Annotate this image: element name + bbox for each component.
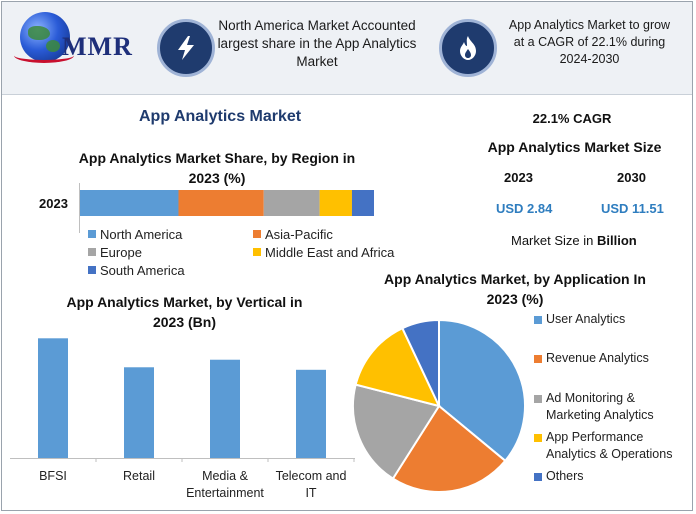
region-legend-item: North America: [88, 227, 182, 242]
region-legend-item: Asia-Pacific: [253, 227, 333, 242]
legend-label: Europe: [100, 245, 142, 260]
year-2030-label: 2030: [617, 170, 646, 185]
legend-swatch: [534, 434, 542, 442]
vertical-tick-label: Media & Entertainment: [175, 468, 275, 502]
region-chart-title: App Analytics Market Share, by Region in…: [78, 150, 356, 186]
region-segment-middle-east-and-africa: [319, 190, 352, 216]
unit-note-prefix: Market Size in: [511, 233, 597, 248]
legend-label: Revenue Analytics: [546, 351, 649, 365]
vertical-bar-bfsi: [38, 338, 68, 458]
pie-slice-app-performance-analytics-operations: [354, 326, 441, 408]
legend-label: Middle East and Africa: [265, 245, 395, 260]
value-2030: USD 11.51: [601, 201, 664, 216]
vertical-bar-media-entertainment: [210, 359, 240, 458]
legend-swatch: [253, 248, 261, 256]
legend-swatch: [253, 230, 261, 238]
logo-text: MMR: [62, 32, 133, 61]
legend-swatch: [88, 266, 96, 274]
vertical-bar-chart: [10, 338, 355, 462]
vertical-bar-retail: [124, 367, 154, 458]
application-legend-item: Others: [534, 468, 692, 485]
region-segment-south-america: [351, 190, 374, 216]
legend-label: User Analytics: [546, 312, 626, 326]
application-legend-item: App Performance Analytics & Operations: [534, 429, 692, 463]
header-bar: [2, 2, 692, 95]
legend-label: North America: [100, 227, 183, 242]
tick-line: Entertainment: [186, 486, 264, 500]
year-2023-label: 2023: [504, 170, 533, 185]
legend-label: Asia-Pacific: [265, 227, 333, 242]
tick-line: Telecom and: [275, 469, 347, 483]
application-legend-item: Revenue Analytics: [534, 350, 692, 367]
region-axis-line: [79, 183, 80, 233]
legend-label: App Performance Analytics & Operations: [546, 430, 673, 461]
legend-swatch: [534, 473, 542, 481]
region-segment-asia-pacific: [178, 190, 264, 216]
legend-swatch: [534, 395, 542, 403]
region-stacked-bar: [80, 190, 374, 216]
logo-swoosh: [14, 48, 74, 63]
pie-slice-others: [401, 318, 440, 407]
application-legend-item: Ad Monitoring & Marketing Analytics: [534, 390, 692, 424]
legend-label: Others: [546, 469, 584, 483]
pie-slice-ad-monitoring-marketing-analytics: [352, 383, 441, 480]
application-pie-chart: [352, 318, 526, 493]
market-size-title: App Analytics Market Size: [487, 139, 662, 155]
region-category-label: 2023: [39, 196, 68, 211]
tick-line: BFSI: [39, 469, 67, 483]
lightning-icon: [157, 19, 215, 77]
tick-line: Media &: [202, 469, 248, 483]
vertical-tick-label: Telecom and IT: [261, 468, 361, 502]
tick-line: Retail: [123, 469, 155, 483]
legend-swatch: [534, 355, 542, 363]
legend-label: South America: [100, 263, 185, 278]
header-box1-text: North America Market Accounted largest s…: [217, 18, 417, 69]
vertical-tick-label: Retail: [89, 468, 189, 485]
tick-line: IT: [305, 486, 317, 500]
region-legend-item: Europe: [88, 245, 142, 260]
vertical-tick-label: BFSI: [3, 468, 103, 485]
vertical-bar-telecom-and-it: [296, 369, 326, 458]
value-2023: USD 2.84: [496, 201, 553, 216]
legend-label: Ad Monitoring & Marketing Analytics: [546, 391, 654, 422]
legend-swatch: [534, 316, 542, 324]
region-legend-item: South America: [88, 263, 185, 278]
vertical-chart-title: App Analytics Market, by Vertical in 202…: [66, 294, 303, 330]
application-legend-item: User Analytics: [534, 311, 692, 328]
pie-slice-revenue-analytics: [391, 404, 507, 493]
region-segment-europe: [263, 190, 320, 216]
main-title: App Analytics Market: [139, 108, 302, 125]
pie-slice-user-analytics: [438, 318, 526, 463]
legend-swatch: [88, 248, 96, 256]
flame-icon: [439, 19, 497, 77]
region-legend-item: Middle East and Africa: [253, 245, 394, 260]
application-chart-title: App Analytics Market, by Application In …: [384, 271, 646, 307]
region-segment-north-america: [80, 190, 179, 216]
legend-swatch: [88, 230, 96, 238]
unit-note: Market Size in Billion: [511, 233, 637, 248]
unit-note-bold: Billion: [596, 233, 637, 248]
header-box2-text: App Analytics Market to grow at a CAGR o…: [508, 18, 671, 66]
cagr-label: 22.1% CAGR: [532, 111, 612, 126]
